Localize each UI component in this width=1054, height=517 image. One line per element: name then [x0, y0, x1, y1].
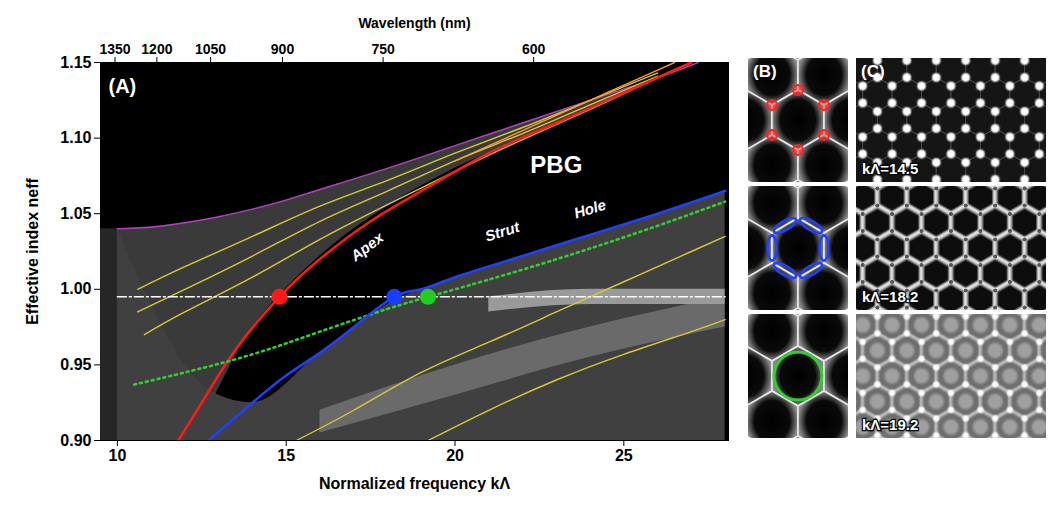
- svg-text:kΛ=18.2: kΛ=18.2: [862, 288, 918, 305]
- svg-text:15: 15: [277, 447, 295, 464]
- svg-text:1200: 1200: [141, 41, 172, 57]
- svg-text:750: 750: [371, 41, 395, 57]
- svg-text:10: 10: [108, 447, 126, 464]
- svg-text:25: 25: [615, 447, 633, 464]
- svg-text:1.15: 1.15: [60, 54, 91, 71]
- svg-text:1.00: 1.00: [60, 280, 91, 297]
- svg-text:Wavelength (nm): Wavelength (nm): [358, 15, 470, 31]
- svg-text:900: 900: [271, 41, 295, 57]
- svg-text:Strut: Strut: [483, 218, 522, 245]
- svg-text:600: 600: [522, 41, 546, 57]
- svg-text:Normalized frequency kΛ: Normalized frequency kΛ: [319, 475, 511, 492]
- svg-text:20: 20: [446, 447, 464, 464]
- svg-text:kΛ=14.5: kΛ=14.5: [862, 160, 918, 177]
- svg-text:kΛ=19.2: kΛ=19.2: [862, 416, 918, 433]
- svg-text:Apex: Apex: [346, 228, 387, 265]
- svg-text:1.05: 1.05: [60, 205, 91, 222]
- svg-text:0.95: 0.95: [60, 356, 91, 373]
- svg-text:1.10: 1.10: [60, 129, 91, 146]
- svg-text:(A): (A): [109, 75, 137, 97]
- svg-text:1350: 1350: [99, 41, 130, 57]
- svg-text:0.90: 0.90: [60, 432, 91, 449]
- svg-text:(C): (C): [861, 62, 885, 81]
- svg-text:PBG: PBG: [530, 151, 582, 178]
- svg-text:Hole: Hole: [572, 196, 608, 222]
- svg-text:Effective index neff: Effective index neff: [24, 177, 41, 324]
- svg-text:1050: 1050: [195, 41, 226, 57]
- svg-text:(B): (B): [753, 62, 777, 81]
